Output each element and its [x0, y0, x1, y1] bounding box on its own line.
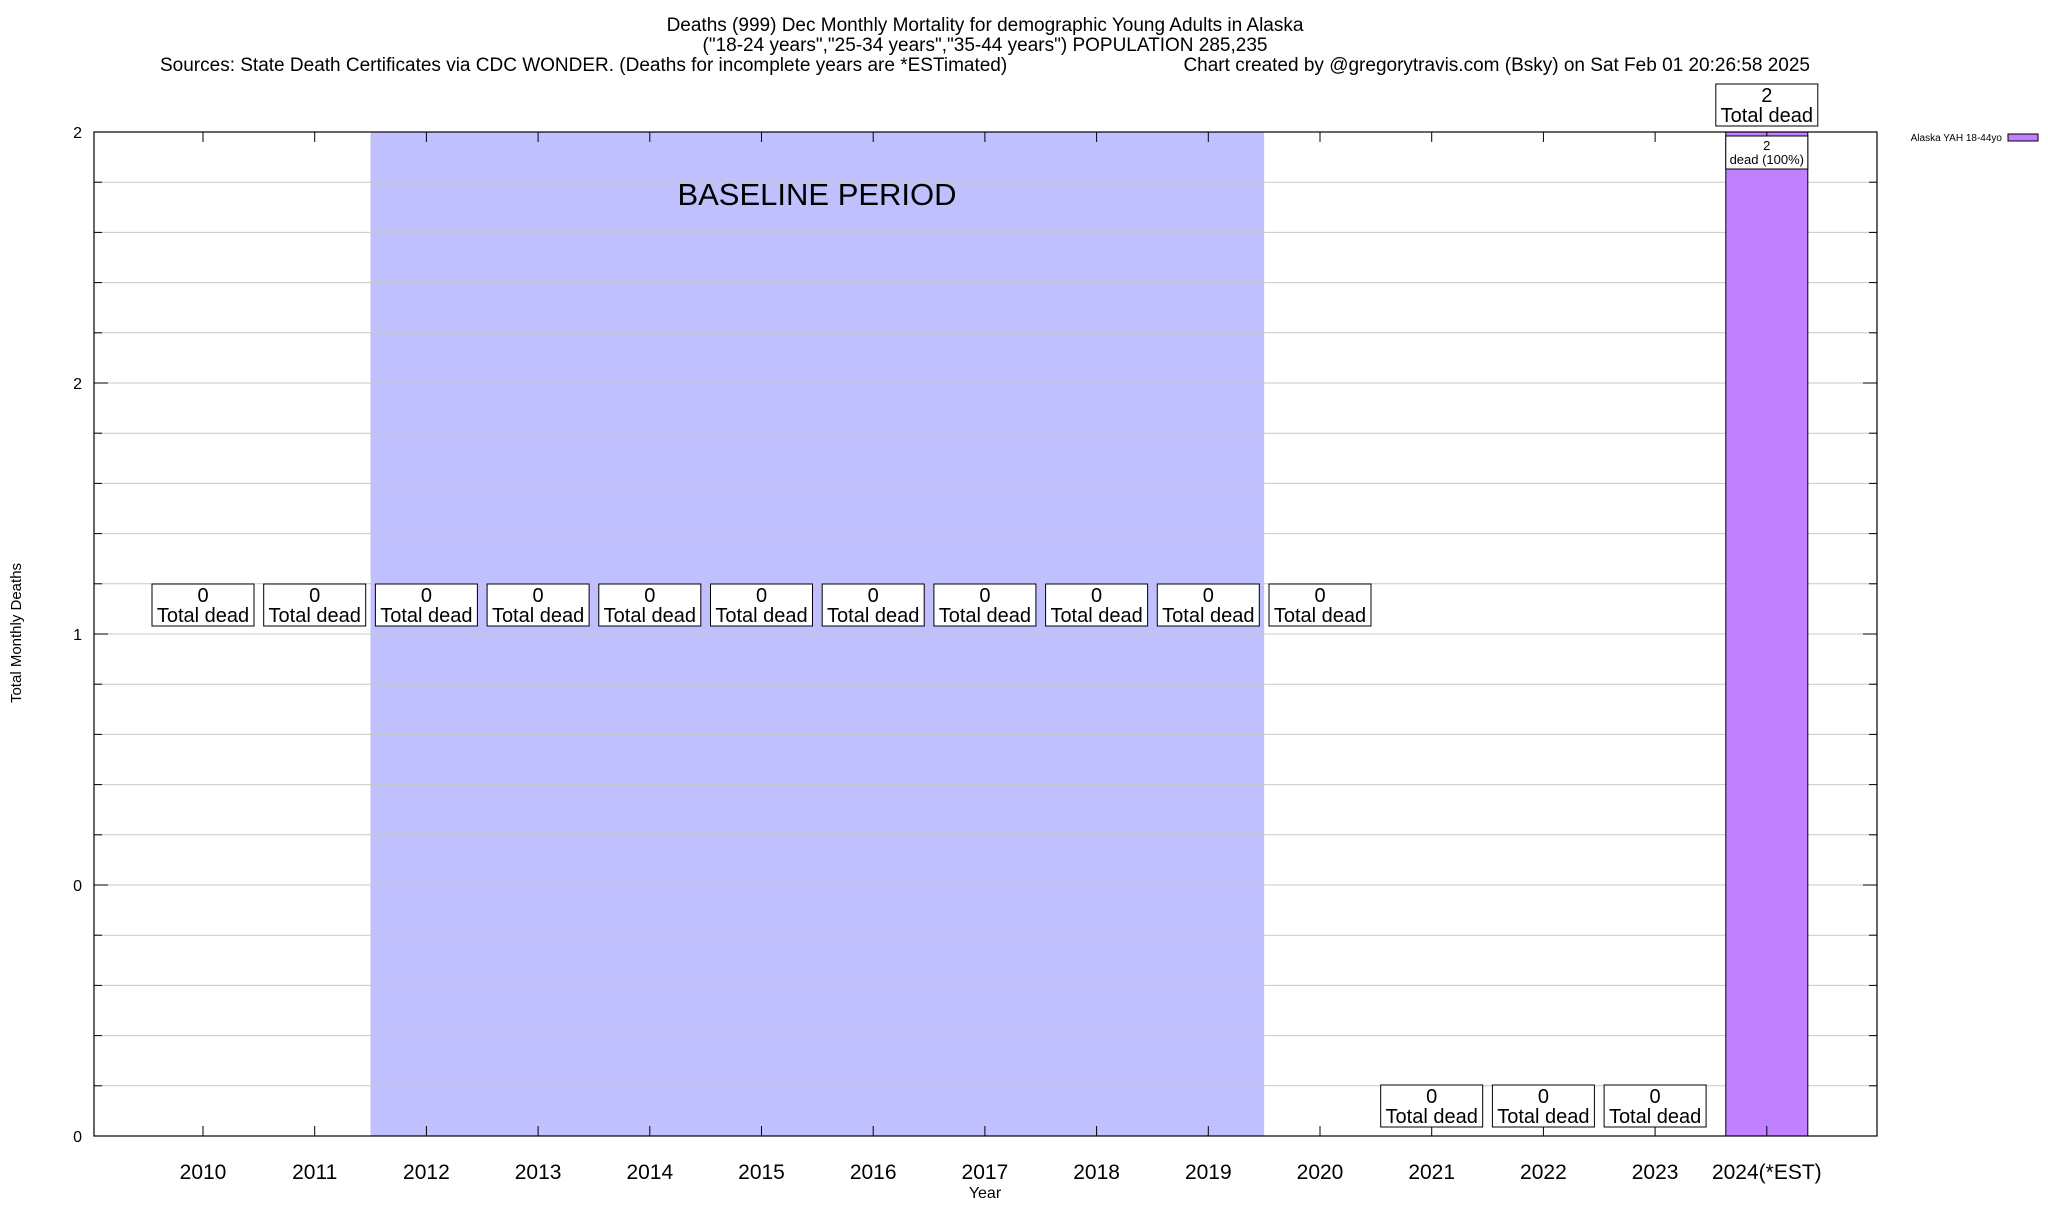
total-dead-value: 0 — [1314, 585, 1325, 607]
total-dead-text: Total dead — [1386, 1106, 1478, 1128]
total-dead-value: 0 — [1426, 1086, 1437, 1108]
total-dead-value: 0 — [868, 585, 879, 607]
total-dead-value: 0 — [309, 585, 320, 607]
x-tick-label: 2023 — [1632, 1161, 1679, 1184]
chart-title-line-2: ("18-24 years","25-34 years","35-44 year… — [703, 35, 1268, 56]
total-dead-text: Total dead — [1162, 605, 1254, 627]
total-dead-text: Total dead — [1721, 105, 1813, 127]
x-tick-label: 2024(*EST) — [1712, 1161, 1822, 1184]
total-dead-value: 0 — [421, 585, 432, 607]
total-dead-text: Total dead — [827, 605, 919, 627]
total-dead-text: Total dead — [1609, 1106, 1701, 1128]
total-dead-label-box — [598, 583, 702, 627]
bar — [1725, 131, 1809, 1137]
total-dead-value: 2 — [1761, 85, 1772, 107]
bar-inner-label-box — [1725, 135, 1809, 170]
total-dead-label-box — [1603, 1084, 1707, 1128]
total-dead-text: Total dead — [715, 605, 807, 627]
x-tick-label: 2012 — [403, 1161, 450, 1184]
plot-frame — [93, 131, 1878, 1137]
total-dead-text: Total dead — [604, 605, 696, 627]
total-dead-text: Total dead — [269, 605, 361, 627]
credit-note: Chart created by @gregorytravis.com (Bsk… — [1183, 55, 1810, 76]
total-dead-label-box — [151, 583, 255, 627]
total-dead-label-box — [1380, 1084, 1484, 1128]
total-dead-value: 0 — [197, 585, 208, 607]
total-dead-label-box — [1156, 583, 1260, 627]
y-tick-label: 1 — [73, 627, 82, 644]
total-dead-value: 0 — [756, 585, 767, 607]
legend-series-label: Alaska YAH 18-44yo — [1911, 133, 2003, 144]
legend: Alaska YAH 18-44yo — [1911, 133, 2039, 144]
total-dead-value: 0 — [1538, 1086, 1549, 1108]
total-dead-label-box — [1715, 83, 1819, 127]
total-dead-text: Total dead — [492, 605, 584, 627]
x-tick-label: 2011 — [292, 1161, 337, 1184]
x-tick-label: 2015 — [738, 1161, 785, 1184]
total-dead-value: 0 — [1203, 585, 1214, 607]
x-tick-label: 2014 — [626, 1161, 673, 1184]
total-dead-text: Total dead — [1274, 605, 1366, 627]
total-dead-label-box — [710, 583, 813, 627]
total-dead-text: Total dead — [939, 605, 1031, 627]
x-tick-label: 2022 — [1520, 1161, 1567, 1184]
y-tick-label: 0 — [73, 878, 82, 895]
total-dead-label-box — [1045, 583, 1149, 627]
total-dead-label-box — [374, 583, 478, 627]
x-tick-label: 2019 — [1185, 1161, 1232, 1184]
total-dead-value: 0 — [979, 585, 990, 607]
total-dead-text: Total dead — [1497, 1106, 1589, 1128]
bar-inner-label-value: 2 — [1763, 138, 1770, 153]
total-dead-label-box — [263, 583, 367, 627]
sources-note: Sources: State Death Certificates via CD… — [160, 55, 1007, 76]
total-dead-text: Total dead — [1050, 605, 1142, 627]
baseline-period-label: BASELINE PERIOD — [677, 177, 956, 212]
y-tick-label: 2 — [73, 125, 82, 142]
total-dead-text: Total dead — [157, 605, 249, 627]
x-tick-label: 2018 — [1073, 1161, 1120, 1184]
y-tick-label: 2 — [73, 376, 82, 393]
total-dead-label-box — [486, 583, 590, 627]
x-tick-label: 2021 — [1408, 1161, 1455, 1184]
y-axis-title: Total Monthly Deaths — [8, 563, 25, 703]
total-dead-text: Total dead — [380, 605, 472, 627]
x-tick-label: 2013 — [515, 1161, 562, 1184]
total-dead-label-box — [821, 583, 925, 627]
x-axis-title: Year — [969, 1185, 1002, 1200]
total-dead-label-box — [1268, 583, 1372, 627]
x-tick-label: 2017 — [962, 1161, 1009, 1184]
x-tick-label: 2010 — [180, 1161, 227, 1184]
legend-series-swatch — [2007, 133, 2039, 142]
x-tick-label: 2020 — [1297, 1161, 1344, 1184]
total-dead-value: 0 — [533, 585, 544, 607]
y-tick-label: 0 — [73, 1129, 82, 1146]
total-dead-label-box — [933, 583, 1037, 627]
chart-title-line-1: Deaths (999) Dec Monthly Mortality for d… — [667, 15, 1304, 36]
total-dead-value: 0 — [644, 585, 655, 607]
total-dead-value: 0 — [1091, 585, 1102, 607]
total-dead-label-box — [1491, 1084, 1595, 1128]
total-dead-value: 0 — [1650, 1086, 1661, 1108]
bar-inner-label-text: dead (100%) — [1730, 152, 1804, 167]
x-tick-label: 2016 — [850, 1161, 897, 1184]
